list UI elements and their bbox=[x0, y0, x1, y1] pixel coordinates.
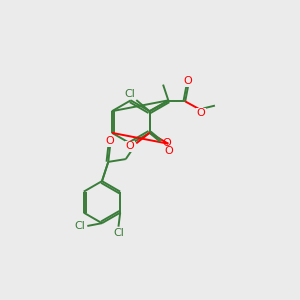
Text: O: O bbox=[106, 136, 114, 146]
Text: Cl: Cl bbox=[124, 89, 135, 99]
Text: O: O bbox=[126, 141, 134, 151]
Text: O: O bbox=[162, 138, 171, 148]
Text: Cl: Cl bbox=[74, 221, 85, 231]
Text: Cl: Cl bbox=[113, 228, 124, 238]
Text: O: O bbox=[164, 146, 173, 156]
Text: O: O bbox=[184, 76, 192, 86]
Text: O: O bbox=[196, 108, 205, 118]
